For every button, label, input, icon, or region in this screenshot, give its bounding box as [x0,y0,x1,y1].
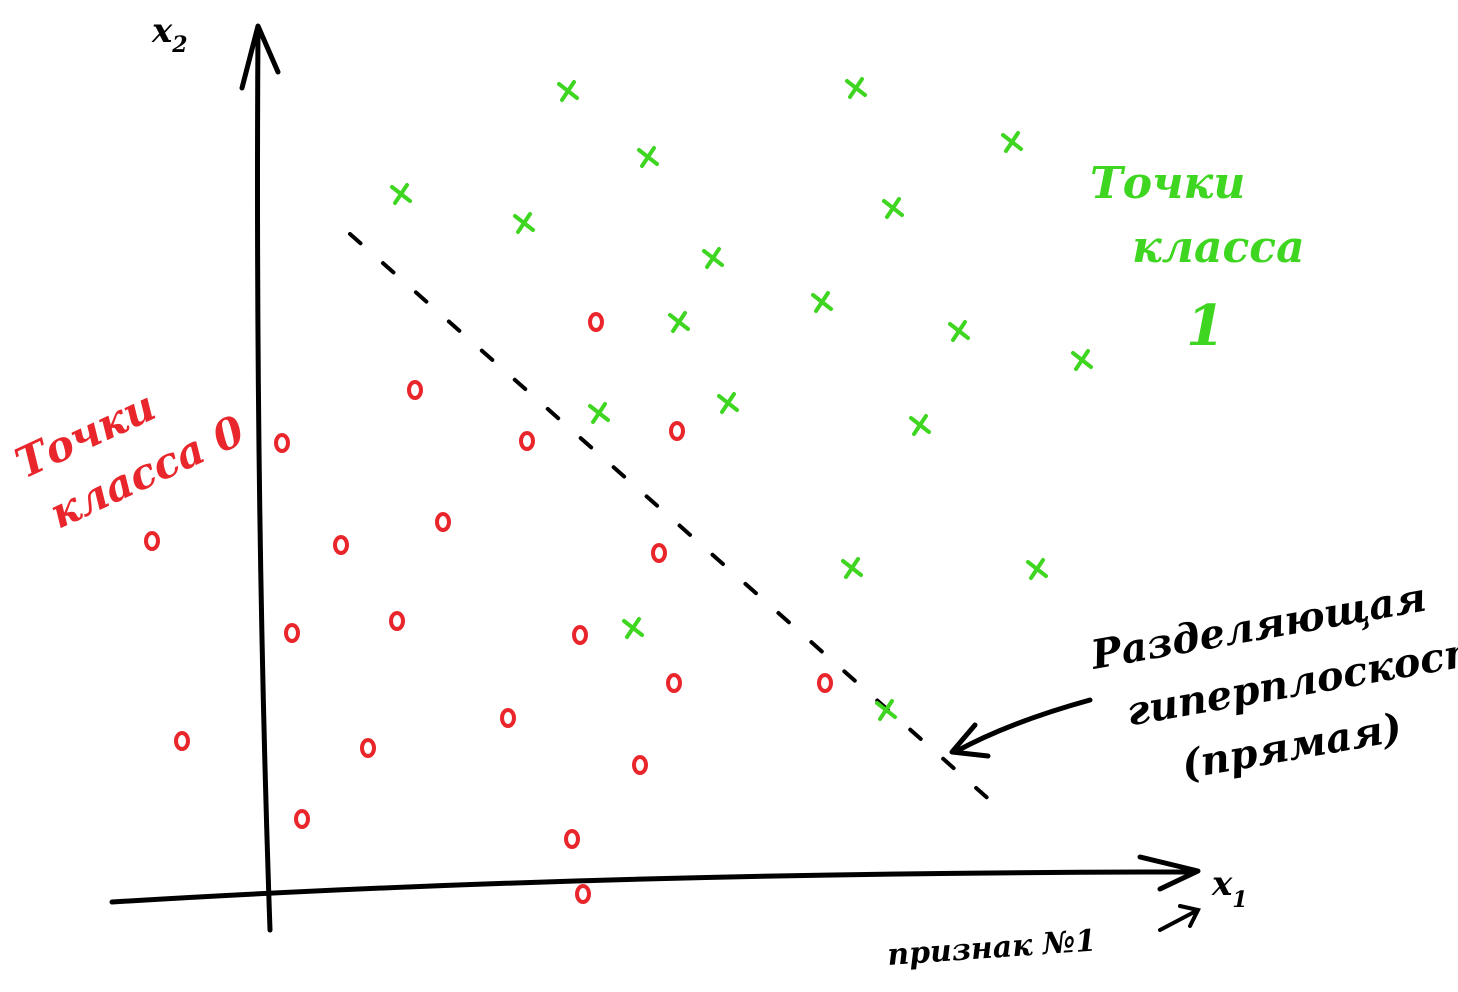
class1-point [948,320,970,342]
x-axis [109,869,1198,905]
class1-point [513,212,535,234]
points-layer [144,77,1093,904]
class0-point [651,543,667,563]
class0-point [519,431,535,451]
class0-point [274,433,290,453]
class1-point [637,146,659,168]
class0-point [435,512,451,532]
class1-point [845,77,867,99]
class1-point [390,183,412,205]
class0-point [817,673,833,693]
class1-point [811,291,833,313]
x-axis-caption: признак №1 [886,923,1097,973]
class1-label-line1: Точки [1090,158,1245,209]
y-axis [255,25,273,933]
class0-point [360,738,376,758]
class1-point [668,311,690,333]
y-axis-arrowhead [239,23,281,91]
class0-point [500,708,516,728]
class0-point [284,623,300,643]
class0-point [575,884,591,904]
class0-point [144,531,160,551]
class1-point [702,247,724,269]
class1-label-line2: класса [1132,222,1305,273]
class0-point [632,755,648,775]
class0-point [588,312,604,332]
x-axis-arrowhead [1137,854,1201,892]
y-axis-label: x2 [151,11,188,58]
class0-point [669,421,685,441]
class0-point [666,673,682,693]
class1-point [882,197,904,219]
class1-point [1071,349,1093,371]
class0-point [564,829,580,849]
class0-point [174,731,190,751]
class1-point [1026,558,1048,580]
x-caption-arrow [1158,904,1201,932]
class1-point [717,392,739,414]
class1-point [841,557,863,579]
class1-point [622,617,644,639]
hyperplane-pointer-arrowhead [949,722,991,759]
class1-point [1001,131,1023,153]
hyperplane-pointer-arrow [952,697,1093,755]
class1-label-line3: 1 [1186,293,1225,359]
class1-point [875,699,897,721]
class0-point [407,380,423,400]
x-axis-label: x1 [1211,864,1248,913]
hyperplane-annotation: Разделяющая гиперплоскость (прямая) [1087,574,1458,789]
class1-point [557,80,579,102]
class0-point [389,611,405,631]
class0-point [572,625,588,645]
class0-annotation: Точки класса 0 [8,381,252,538]
class0-point [294,809,310,829]
class1-point [588,402,610,424]
class0-point [333,535,349,555]
class1-point [909,414,931,436]
